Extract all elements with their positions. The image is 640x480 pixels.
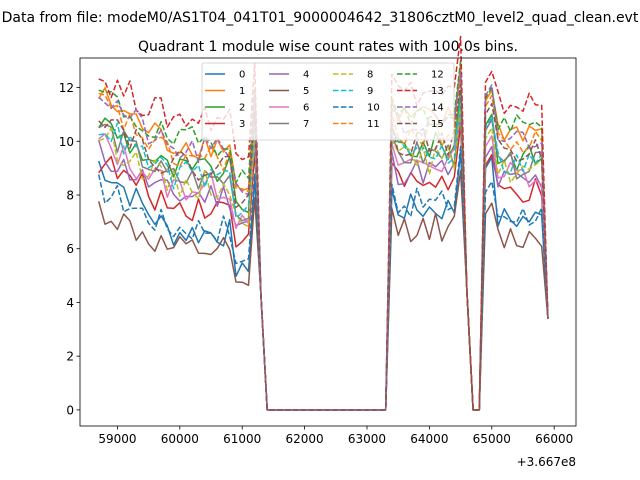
y-tick-label: 8 bbox=[66, 188, 74, 202]
legend-label-3: 3 bbox=[239, 119, 245, 130]
y-tick-label: 2 bbox=[66, 350, 74, 364]
x-tick-label: 65000 bbox=[473, 432, 511, 446]
x-tick-label: 59000 bbox=[98, 432, 136, 446]
series-layer bbox=[97, 35, 549, 411]
y-tick-label: 0 bbox=[66, 403, 74, 417]
legend-label-7: 7 bbox=[303, 119, 309, 130]
x-tick-label: 60000 bbox=[161, 432, 199, 446]
legend-label-1: 1 bbox=[239, 86, 245, 97]
legend-frame bbox=[201, 62, 455, 141]
legend-label-15: 15 bbox=[431, 119, 444, 130]
legend-label-5: 5 bbox=[303, 86, 309, 97]
legend-label-10: 10 bbox=[367, 103, 380, 114]
plot-frame bbox=[79, 57, 577, 427]
y-tick-label: 12 bbox=[59, 81, 74, 95]
chart-title: Quadrant 1 module wise count rates with … bbox=[138, 39, 518, 55]
y-axis: 0 2 4 6 8 10 12 bbox=[59, 81, 80, 417]
legend-label-2: 2 bbox=[239, 103, 245, 114]
y-tick-label: 4 bbox=[66, 296, 74, 310]
figure-suptitle: Data from file: modeM0/AS1T04_041T01_900… bbox=[2, 10, 639, 26]
legend-label-12: 12 bbox=[431, 70, 444, 81]
legend-label-14: 14 bbox=[431, 103, 444, 114]
legend-label-0: 0 bbox=[239, 70, 245, 81]
legend-label-9: 9 bbox=[367, 86, 373, 97]
legend-label-8: 8 bbox=[367, 70, 373, 81]
legend-label-13: 13 bbox=[431, 86, 444, 97]
x-tick-label: 66000 bbox=[535, 432, 573, 446]
y-tick-label: 6 bbox=[66, 242, 74, 256]
legend-label-11: 11 bbox=[367, 119, 380, 130]
x-axis-offset-label: +3.667e8 bbox=[517, 455, 576, 469]
legend-label-4: 4 bbox=[303, 70, 309, 81]
x-tick-label: 62000 bbox=[286, 432, 324, 446]
x-axis: 59000 60000 61000 62000 63000 64000 65000 66000 bbox=[98, 426, 573, 446]
x-tick-label: 63000 bbox=[348, 432, 386, 446]
legend-label-6: 6 bbox=[303, 103, 309, 114]
x-tick-label: 64000 bbox=[410, 432, 448, 446]
series-line-15 bbox=[98, 84, 549, 411]
y-tick-label: 10 bbox=[59, 135, 74, 149]
x-tick-label: 61000 bbox=[223, 432, 261, 446]
